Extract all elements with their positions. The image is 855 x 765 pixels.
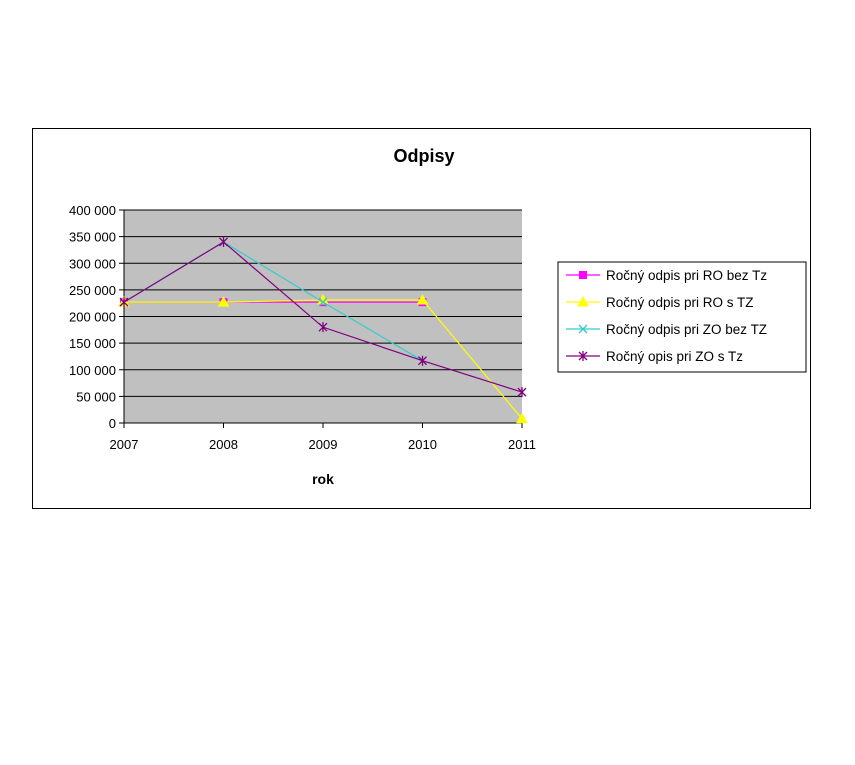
x-axis-ticks: 2007 2008 2009 2010 2011 — [110, 423, 536, 452]
marker-shape — [579, 271, 587, 279]
series-group — [118, 236, 528, 424]
data-point-series-4 — [318, 322, 328, 333]
y-tick-label: 50 000 — [76, 389, 116, 404]
y-tick-label: 300 000 — [69, 256, 116, 271]
data-point-series-4 — [517, 387, 527, 398]
legend-label: Ročný odpis pri ZO bez TZ — [606, 322, 767, 337]
y-tick-label: 0 — [109, 416, 116, 431]
legend-label: Ročný odpis pri RO s TZ — [606, 295, 754, 310]
x-tick-label: 2009 — [309, 437, 338, 452]
marker-shape — [318, 322, 328, 333]
y-axis-ticks: 0 50 000 100 000 150 000 200 000 250 000 300 0… — [69, 203, 522, 431]
data-point-series-2 — [416, 293, 429, 305]
marker-shape — [578, 351, 588, 361]
y-tick-label: 100 000 — [69, 363, 116, 378]
y-tick-label: 250 000 — [69, 283, 116, 298]
y-tick-label: 150 000 — [69, 336, 116, 351]
x-tick-label: 2011 — [508, 437, 536, 452]
legend-box — [557, 261, 807, 373]
legend-marker — [578, 351, 588, 361]
marker-shape — [577, 295, 589, 307]
marker-shape — [318, 297, 328, 307]
chart-frame: Odpisy 0 50 000 100 000 150 000 200 000 250 0… — [32, 128, 811, 509]
x-tick-label: 2008 — [209, 437, 238, 452]
data-point-series-3 — [318, 297, 328, 307]
x-tick-label: 2010 — [408, 437, 437, 452]
marker-shape — [517, 387, 527, 398]
x-tick-label: 2007 — [110, 437, 139, 452]
y-tick-label: 350 000 — [69, 230, 116, 245]
y-tick-label: 400 000 — [69, 203, 116, 218]
chart-svg: Odpisy 0 50 000 100 000 150 000 200 000 250 0… — [69, 146, 807, 487]
marker-shape — [119, 297, 129, 308]
data-point-series-2 — [217, 296, 230, 307]
data-point-series-4 — [418, 355, 427, 366]
marker-shape — [578, 324, 588, 334]
data-point-series-4 — [219, 236, 228, 247]
marker-shape — [219, 236, 228, 247]
legend-marker — [579, 271, 587, 279]
legend: Ročný odpis pri RO bez Tz Ročný odpis pri… — [557, 261, 807, 373]
legend-marker — [578, 324, 588, 334]
legend-label: Ročný odpis pri RO bez Tz — [606, 268, 767, 283]
x-axis-title: rok — [312, 471, 334, 487]
legend-marker — [577, 295, 589, 307]
legend-label: Ročný opis pri ZO s Tz — [606, 349, 743, 364]
marker-shape — [418, 355, 427, 366]
marker-shape — [516, 412, 528, 424]
marker-shape — [217, 296, 230, 307]
marker-shape — [416, 293, 429, 305]
y-tick-label: 200 000 — [69, 310, 116, 325]
data-point-series-4 — [119, 297, 129, 308]
data-point-series-2 — [516, 412, 528, 424]
chart-title: Odpisy — [393, 146, 454, 166]
